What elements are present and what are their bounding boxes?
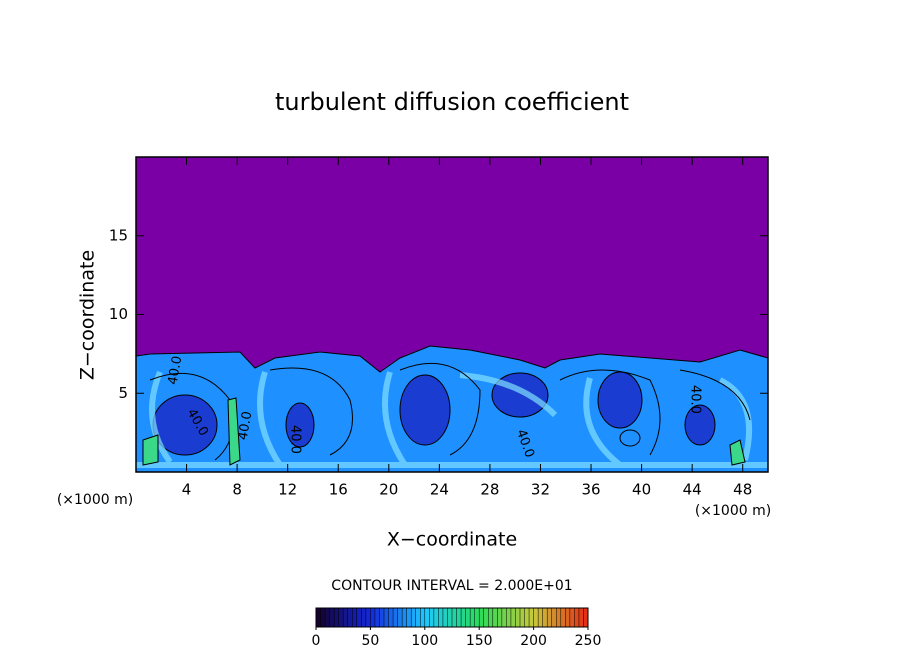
x-axis-label: X−coordinate (387, 529, 517, 551)
chart-title: turbulent diffusion coefficient (275, 88, 629, 116)
x-tick-label: 20 (379, 481, 398, 499)
colorbar-cell (510, 608, 516, 627)
colorbar-cell (415, 608, 421, 627)
colorbar-cell (338, 608, 344, 627)
y-tick-label: 10 (109, 305, 128, 323)
colorbar-cell (442, 608, 448, 627)
colorbar-cell (406, 608, 412, 627)
x-tick-label: 44 (683, 481, 702, 499)
colorbar-cell (533, 608, 539, 627)
colorbar-cell (474, 608, 480, 627)
colorbar-cell (565, 608, 571, 627)
colorbar-cell (488, 608, 494, 627)
colorbar-cell (393, 608, 399, 627)
colorbar-cell (542, 608, 548, 627)
colorbar-cell (574, 608, 580, 627)
contour-label: 40.0 (166, 355, 186, 386)
contour-interval: CONTOUR INTERVAL = 2.000E+01 (331, 578, 572, 594)
colorbar-cell (424, 608, 430, 627)
colorbar-cell (374, 608, 380, 627)
colorbar-cell (397, 608, 403, 627)
colorbar-cell (569, 608, 575, 627)
x-tick-label: 32 (531, 481, 550, 499)
colorbar-cell (384, 608, 390, 627)
colorbar-cell (456, 608, 462, 627)
colorbar-cell (538, 608, 544, 627)
colorbar-cell (365, 608, 371, 627)
colorbar-cell (334, 608, 340, 627)
colorbar-tick-label: 0 (312, 633, 321, 649)
colorbar-cell (411, 608, 417, 627)
colorbar-cell (465, 608, 471, 627)
colorbar-cell (402, 608, 408, 627)
colorbar-cell (515, 608, 521, 627)
colorbar-tick-label: 150 (466, 633, 493, 649)
x-tick-label: 48 (733, 481, 752, 499)
colorbar-cell (316, 608, 322, 627)
colorbar-cell (452, 608, 458, 627)
x-tick-label: 24 (430, 481, 449, 499)
colorbar-cell (461, 608, 467, 627)
colorbar-cell (501, 608, 507, 627)
colorbar-cell (551, 608, 557, 627)
colorbar-cell (433, 608, 439, 627)
colorbar-cell (578, 608, 584, 627)
colorbar-tick-label: 100 (411, 633, 438, 649)
colorbar-cell (361, 608, 367, 627)
colorbar-cell (583, 608, 589, 627)
colorbar-cell (524, 608, 530, 627)
colorbar-cell (329, 608, 335, 627)
colorbar-cell (325, 608, 331, 627)
y-tick-label: 5 (118, 384, 128, 402)
x-tick-label: 40 (632, 481, 651, 499)
field (136, 157, 768, 472)
colorbar-cell (352, 608, 358, 627)
colorbar-cell (560, 608, 566, 627)
colorbar-cell (438, 608, 444, 627)
colorbar-cell (547, 608, 553, 627)
x-tick-label: 8 (232, 481, 242, 499)
colorbar-cell (529, 608, 535, 627)
colorbar-frame (315, 607, 589, 628)
colorbar-cell (320, 608, 326, 627)
colorbar-cell (483, 608, 489, 627)
colorbar-cell (388, 608, 394, 627)
colorbar-cell (492, 608, 498, 627)
colorbar-cell (520, 608, 526, 627)
colorbar-tick-label: 50 (361, 633, 379, 649)
colorbar-tick-label: 250 (575, 633, 602, 649)
colorbar-cell (497, 608, 503, 627)
colorbar-cell (429, 608, 435, 627)
colorbar-cell (470, 608, 476, 627)
y-tick-label: 15 (109, 226, 128, 244)
x-tick-label: 4 (182, 481, 192, 499)
colorbar-cell (370, 608, 376, 627)
colorbar-cell (556, 608, 562, 627)
contour-label: 40.0 (688, 385, 703, 414)
colorbar-cell (343, 608, 349, 627)
colorbar-tick-label: 200 (520, 633, 547, 649)
x-tick-label: 12 (278, 481, 297, 499)
colorbar-cell (447, 608, 453, 627)
colorbar-cell (420, 608, 426, 627)
colorbar-cell (506, 608, 512, 627)
colorbar-cell (347, 608, 353, 627)
x-unit-label: (×1000 m) (57, 492, 133, 508)
colorbar-cell (479, 608, 485, 627)
colorbar-cell (356, 608, 362, 627)
contour-label: 40.0 (288, 425, 303, 454)
x-tick-label: 16 (329, 481, 348, 499)
x-tick-label: 28 (480, 481, 499, 499)
x-unit-label: (×1000 m) (695, 503, 771, 519)
colorbar-cell (379, 608, 385, 627)
y-axis-label: Z−coordinate (77, 250, 99, 380)
x-tick-label: 36 (581, 481, 600, 499)
contour-label: 40.0 (236, 410, 256, 441)
